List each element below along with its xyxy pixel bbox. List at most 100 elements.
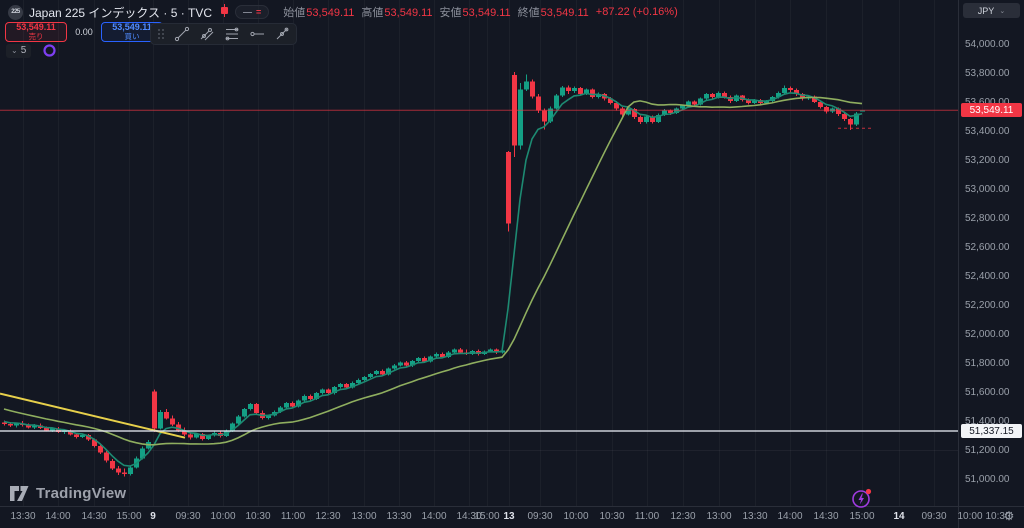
time-label: 09:30 xyxy=(527,511,553,522)
time-label: 14:30 xyxy=(813,511,839,522)
spread-value: 0.00 xyxy=(75,27,93,37)
lightning-button[interactable] xyxy=(850,486,874,515)
time-label: 14:30 xyxy=(81,511,107,522)
time-label: 15:00 xyxy=(116,511,142,522)
buy-price: 53,549.11 xyxy=(112,22,152,33)
time-label: 14:00 xyxy=(45,511,71,522)
legend-close-label: 終値 xyxy=(517,7,540,19)
time-label: 10:30 xyxy=(245,511,271,522)
chevron-down-icon: ⌄ xyxy=(11,46,18,55)
sync-ring-icon[interactable] xyxy=(42,43,57,58)
watermark-text: TradingView xyxy=(36,485,127,502)
time-label: 14:30 xyxy=(456,511,482,522)
time-label: 09:30 xyxy=(921,511,947,522)
time-label: 12:30 xyxy=(315,511,341,522)
time-axis[interactable]: 13:30 14:00 14:30 15:00 9 09:30 10:00 10:30 11:0… xyxy=(0,507,1024,528)
price-tick: 51,400.00 xyxy=(965,416,1010,427)
price-tick: 51,800.00 xyxy=(965,358,1010,369)
time-label: 14:00 xyxy=(421,511,447,522)
currency-button[interactable]: JPY ⌄ xyxy=(963,3,1020,18)
legend-close-value: 53,549.11 xyxy=(540,7,589,19)
tradingview-watermark[interactable]: TradingView xyxy=(10,485,126,502)
grid xyxy=(0,450,958,451)
ohlc-legend: 始値53,549.11 高値53,549.11 安値53,549.11 終値53… xyxy=(283,4,677,20)
timeframe-value: 5 xyxy=(20,45,27,56)
drag-handle-icon[interactable] xyxy=(157,27,165,41)
legend-high-value: 53,549.11 xyxy=(384,7,433,19)
fast-ma-line[interactable] xyxy=(3,92,863,467)
price-axis[interactable]: JPY ⌄ 53,549.11 51,337.15 54,000.00 53,80… xyxy=(959,0,1024,506)
price-tick: 51,600.00 xyxy=(965,387,1010,398)
tradingview-logo-icon xyxy=(10,486,29,501)
time-label: 10:00 xyxy=(957,511,983,522)
time-label: 13:30 xyxy=(386,511,412,522)
indicators-pill[interactable]: — = xyxy=(235,5,270,19)
time-label: 15:00 xyxy=(474,511,500,522)
time-label: 10:00 xyxy=(210,511,236,522)
buy-button[interactable]: 53,549.11 買い xyxy=(101,22,163,42)
candle-chart-type-icon xyxy=(220,4,229,20)
timeframe-chip[interactable]: ⌄ 5 xyxy=(6,43,32,58)
time-label: 11:00 xyxy=(634,511,660,522)
price-tick: 52,000.00 xyxy=(965,329,1010,340)
legend-open-value: 53,549.11 xyxy=(306,7,355,19)
candles xyxy=(2,72,865,477)
price-tick: 52,600.00 xyxy=(965,242,1010,253)
price-tick: 52,200.00 xyxy=(965,300,1010,311)
chevron-down-icon: ⌄ xyxy=(999,7,1006,15)
price-tick: 52,400.00 xyxy=(965,271,1010,282)
price-tick: 51,000.00 xyxy=(965,474,1010,485)
price-tick: 53,200.00 xyxy=(965,155,1010,166)
price-axis-border xyxy=(958,0,959,528)
buy-label: 買い xyxy=(124,32,140,42)
trade-panel: 53,549.11 売り 0.00 53,549.11 買い xyxy=(5,22,163,42)
legend-change: +87.22 (+0.16%) xyxy=(595,6,678,18)
price-tick: 52,800.00 xyxy=(965,213,1010,224)
time-label: 13:00 xyxy=(706,511,732,522)
notification-dot xyxy=(865,488,872,495)
time-label: 15:00 xyxy=(849,511,875,522)
lightning-icon xyxy=(858,493,864,505)
time-label: 09:30 xyxy=(175,511,201,522)
chart-canvas[interactable] xyxy=(0,0,958,506)
price-tick: 53,800.00 xyxy=(965,68,1010,79)
last-price-badge: 53,549.11 xyxy=(961,103,1022,117)
legend-high-label: 高値 xyxy=(361,7,384,19)
legend-open-label: 始値 xyxy=(283,7,306,19)
indicator-collapsed-icon: — xyxy=(243,7,253,17)
extended-line-icon[interactable] xyxy=(274,26,290,42)
hline-price-badge: 51,337.15 xyxy=(961,424,1022,438)
time-label: 13:30 xyxy=(10,511,36,522)
slow-ma-line[interactable] xyxy=(3,96,863,446)
time-label: 14:00 xyxy=(777,511,803,522)
time-label-day: 14 xyxy=(893,511,905,522)
time-axis-border xyxy=(0,506,1024,507)
horizontal-ray-icon[interactable] xyxy=(249,26,265,42)
time-label-day: 9 xyxy=(150,511,156,522)
drawing-toolbar xyxy=(150,23,297,45)
currency-label: JPY xyxy=(977,5,995,16)
trend-line-icon[interactable] xyxy=(174,26,190,42)
time-label: 13:00 xyxy=(351,511,377,522)
legend-low-value: 53,549.11 xyxy=(462,7,511,19)
symbol-header: 225 Japan 225 インデックス · 5 · TVC — = 始値53,… xyxy=(8,3,678,21)
time-label: 12:30 xyxy=(670,511,696,522)
sell-label: 売り xyxy=(28,32,44,42)
price-tick: 51,200.00 xyxy=(965,445,1010,456)
legend-low-label: 安値 xyxy=(439,7,462,19)
price-tick: 53,000.00 xyxy=(965,184,1010,195)
time-label-day: 13 xyxy=(503,511,515,522)
time-label: 13:30 xyxy=(742,511,768,522)
price-tick: 54,000.00 xyxy=(965,39,1010,50)
gear-icon[interactable]: ⚙ xyxy=(1003,509,1015,523)
time-label: 10:30 xyxy=(599,511,625,522)
parallel-channel-icon[interactable] xyxy=(199,26,215,42)
indicator-collapsed-icon: = xyxy=(256,7,262,17)
fib-retracement-icon[interactable] xyxy=(224,26,240,42)
price-tick: 53,400.00 xyxy=(965,126,1010,137)
sell-button[interactable]: 53,549.11 売り xyxy=(5,22,67,42)
time-label: 10:00 xyxy=(563,511,589,522)
symbol-title[interactable]: Japan 225 インデックス · 5 · TVC xyxy=(29,5,213,20)
sell-price: 53,549.11 xyxy=(16,22,56,33)
